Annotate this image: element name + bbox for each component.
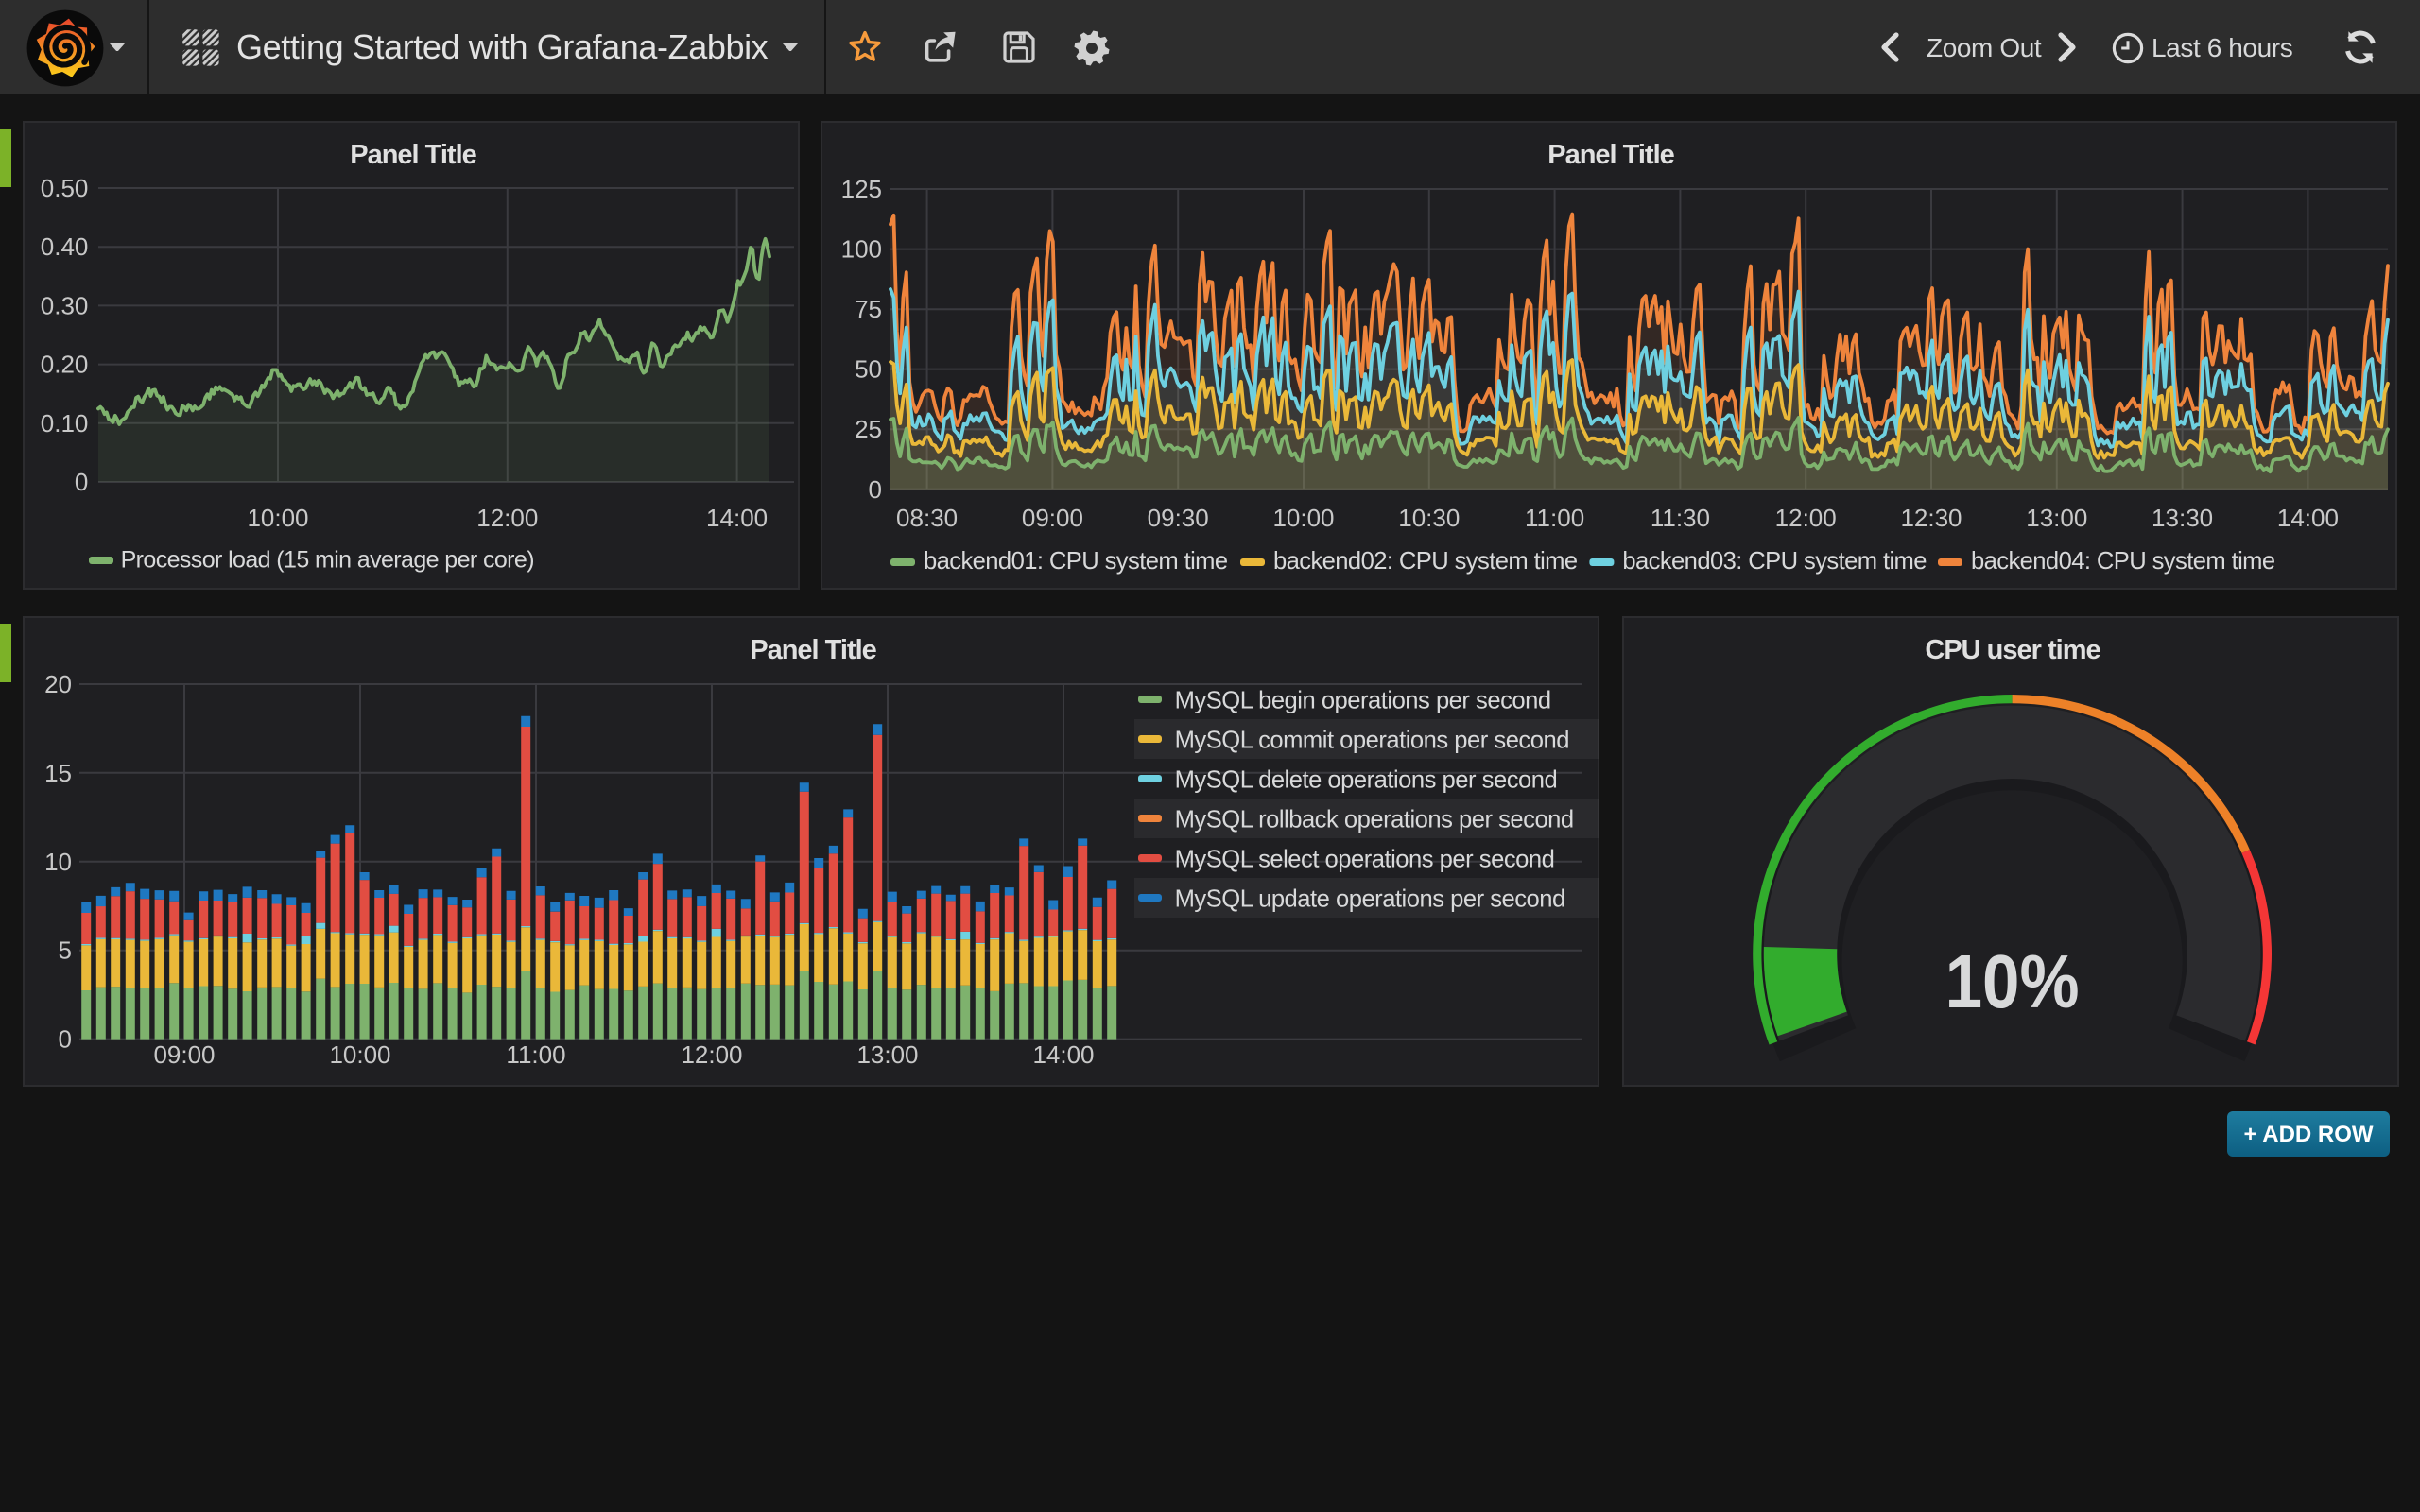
svg-text:MySQL begin operations per sec: MySQL begin operations per second [1175,687,1551,713]
svg-text:MySQL select operations per se: MySQL select operations per second [1175,846,1555,872]
svg-text:09:00: 09:00 [153,1040,215,1069]
svg-text:0.50: 0.50 [41,174,89,202]
svg-text:08:30: 08:30 [896,504,958,532]
svg-text:10%: 10% [1945,939,2080,1023]
svg-text:25: 25 [855,415,882,443]
svg-text:0.30: 0.30 [41,291,89,319]
svg-text:Panel Title: Panel Title [750,635,876,665]
svg-text:MySQL update operations per se: MySQL update operations per second [1175,885,1565,912]
svg-text:0: 0 [869,475,882,504]
svg-text:0.20: 0.20 [41,351,89,379]
svg-text:13:00: 13:00 [856,1040,918,1069]
svg-text:backend01: CPU system time: backend01: CPU system time [924,548,1228,575]
svg-text:12:00: 12:00 [1775,504,1837,532]
svg-text:11:00: 11:00 [1525,504,1584,532]
svg-text:10:00: 10:00 [1272,504,1334,532]
svg-text:13:00: 13:00 [2026,504,2087,532]
svg-text:Processor load (15 min average: Processor load (15 min average per core) [121,547,534,574]
svg-text:50: 50 [855,355,882,384]
svg-text:Panel Title: Panel Title [350,140,476,170]
svg-text:12:00: 12:00 [476,504,538,532]
svg-text:backend03: CPU system time: backend03: CPU system time [1622,548,1927,575]
svg-text:75: 75 [855,295,882,323]
svg-text:backend04: CPU system time: backend04: CPU system time [1971,548,2275,575]
svg-text:MySQL delete operations per se: MySQL delete operations per second [1175,766,1558,793]
svg-text:12:30: 12:30 [1900,504,1962,532]
svg-text:125: 125 [841,175,882,203]
svg-text:10:00: 10:00 [247,504,308,532]
svg-text:backend02: CPU system time: backend02: CPU system time [1273,548,1578,575]
svg-text:14:00: 14:00 [1032,1040,1094,1069]
svg-text:12:00: 12:00 [681,1040,742,1069]
svg-text:0: 0 [75,468,88,496]
svg-text:Panel Title: Panel Title [1547,140,1674,170]
svg-text:14:00: 14:00 [706,504,768,532]
svg-text:10:00: 10:00 [329,1040,390,1069]
svg-text:0.10: 0.10 [41,409,89,438]
svg-text:CPU user time: CPU user time [1925,635,2100,665]
svg-text:0: 0 [59,1025,72,1054]
svg-text:0.40: 0.40 [41,232,89,261]
svg-text:13:30: 13:30 [2152,504,2213,532]
svg-text:09:30: 09:30 [1148,504,1209,532]
svg-text:MySQL commit operations per se: MySQL commit operations per second [1175,727,1569,753]
svg-text:100: 100 [841,235,882,264]
svg-text:11:00: 11:00 [506,1040,565,1069]
svg-text:09:00: 09:00 [1022,504,1083,532]
svg-text:14:00: 14:00 [2277,504,2339,532]
svg-text:5: 5 [59,936,72,965]
svg-text:11:30: 11:30 [1651,504,1710,532]
svg-text:MySQL rollback operations per: MySQL rollback operations per second [1175,806,1574,833]
svg-text:10:30: 10:30 [1398,504,1460,532]
svg-text:15: 15 [44,759,72,787]
svg-text:20: 20 [44,670,72,698]
svg-text:10: 10 [44,848,72,876]
